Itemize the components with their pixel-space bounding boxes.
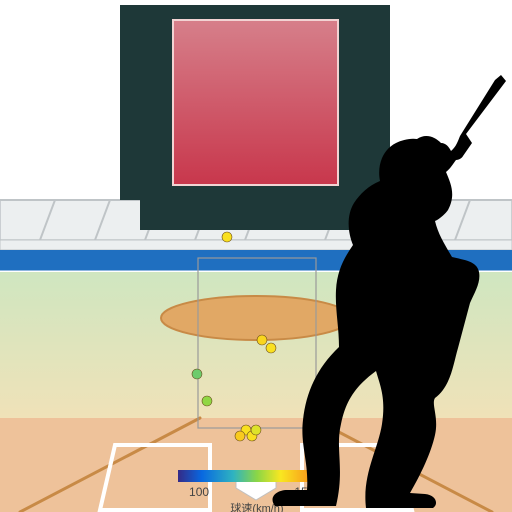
pitch-marker	[202, 396, 212, 406]
svg-text:100: 100	[189, 485, 209, 499]
pitch-marker	[222, 232, 232, 242]
baseball-pitch-chart: 100150 球速(km/h)	[0, 0, 512, 512]
pitchers-mound	[161, 296, 351, 340]
pitch-marker	[251, 425, 261, 435]
scoreboard	[120, 5, 390, 230]
pitch-marker	[192, 369, 202, 379]
pitch-marker	[266, 343, 276, 353]
pitch-marker	[235, 431, 245, 441]
pitch-marker	[257, 335, 267, 345]
